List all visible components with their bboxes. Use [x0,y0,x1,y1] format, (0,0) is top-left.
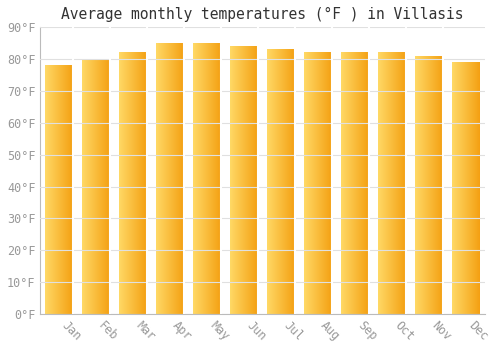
Title: Average monthly temperatures (°F ) in Villasis: Average monthly temperatures (°F ) in Vi… [62,7,464,22]
